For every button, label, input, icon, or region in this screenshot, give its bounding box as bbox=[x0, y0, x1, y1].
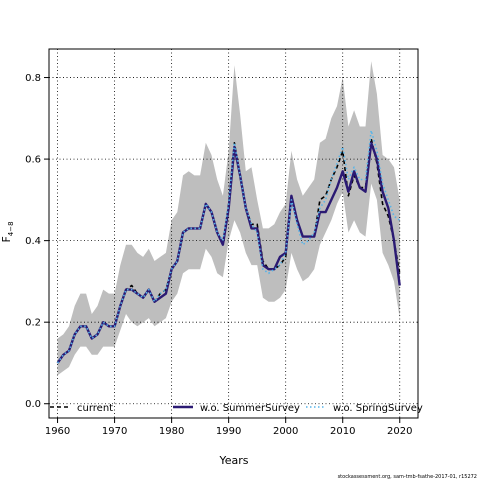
y-axis-label: F4−8 bbox=[0, 221, 15, 242]
y-tick-label-0.2: 0.2 bbox=[25, 318, 41, 329]
x-axis-label: Years bbox=[218, 454, 248, 467]
legend-label-1: current bbox=[77, 403, 113, 414]
x-tick-label-1960: 1960 bbox=[45, 426, 70, 437]
y-tick-label-0: 0.0 bbox=[25, 399, 41, 410]
x-tick-label-2000: 2000 bbox=[273, 426, 298, 437]
axes-layer: 1960 1970 1980 1990 2000 2010 2020 0.0 0.2 0.4 0.6… bbox=[25, 48, 419, 437]
x-tick-label-1980: 1980 bbox=[159, 426, 184, 437]
y-axis-label-subscript: 4−8 bbox=[7, 221, 15, 236]
footer-note: stockassessment.org, sam-tmb-fsathe-2017… bbox=[338, 474, 477, 480]
plot-frame bbox=[48, 48, 419, 419]
x-tick-label-2020: 2020 bbox=[387, 426, 412, 437]
series-line-3 bbox=[56, 129, 401, 364]
y-tick-label-0.6: 0.6 bbox=[25, 155, 41, 166]
x-tick-label-2010: 2010 bbox=[330, 426, 355, 437]
legend-label-3: w.o. SpringSurvey bbox=[333, 403, 423, 414]
legend: current w.o. SummerSurvey w.o. SpringSurve… bbox=[50, 403, 423, 414]
x-tick-label-1990: 1990 bbox=[216, 426, 241, 437]
series-layer bbox=[56, 129, 401, 364]
y-axis-label-main: F bbox=[0, 236, 13, 242]
y-tick-label-0.8: 0.8 bbox=[25, 73, 41, 84]
x-tick-label-1970: 1970 bbox=[102, 426, 127, 437]
y-tick-label-0.4: 0.4 bbox=[25, 236, 41, 247]
legend-label-2: w.o. SummerSurvey bbox=[200, 403, 300, 414]
